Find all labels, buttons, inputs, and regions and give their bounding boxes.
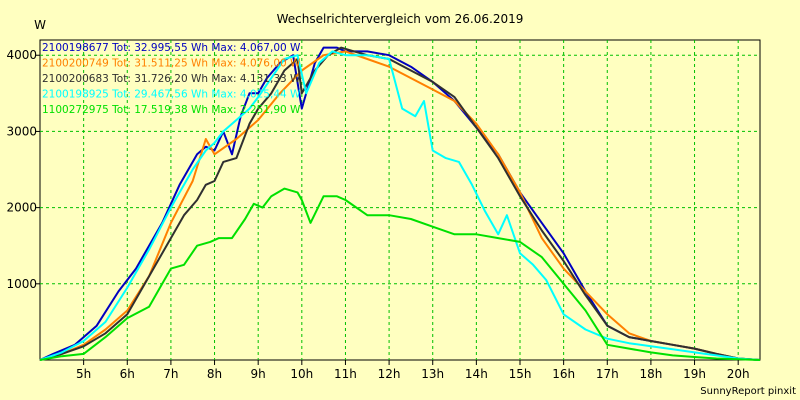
x-tick-label: 20h: [727, 367, 750, 381]
y-tick-label: 4000: [6, 48, 37, 62]
legend: 2100198677 Tot: 32.995,55 Wh Max: 4.067,…: [42, 42, 301, 116]
x-tick-label: 12h: [378, 367, 401, 381]
legend-entry-3: 2100200683 Tot: 31.726,20 Wh Max: 4.131,…: [42, 73, 301, 85]
x-tick-label: 5h: [76, 367, 91, 381]
x-tick-label: 11h: [334, 367, 357, 381]
x-tick-label: 8h: [207, 367, 222, 381]
grid-lines: [40, 40, 760, 360]
x-tick-label: 6h: [120, 367, 135, 381]
footer-credit: SunnyReport pinxit: [700, 386, 796, 397]
y-tick-label: 2000: [6, 201, 37, 215]
x-tick-label: 7h: [163, 367, 178, 381]
legend-entry-1: 2100198677 Tot: 32.995,55 Wh Max: 4.067,…: [42, 42, 301, 54]
x-tick-label: 14h: [465, 367, 488, 381]
axis-ticks: 5h 6h 7h 8h 9h 10h 11h 12h 13h 14h 15h 16h 17h 18h 19h…: [6, 48, 749, 381]
legend-entry-4: 2100198925 Tot: 29.467,56 Wh Max: 4.025,…: [42, 89, 301, 101]
legend-entry-2: 2100200749 Tot: 31.511,25 Wh Max: 4.076,…: [42, 58, 301, 70]
y-axis-unit: W: [34, 18, 46, 32]
x-tick-label: 13h: [421, 367, 444, 381]
series-lines: [39, 46, 761, 361]
x-tick-label: 18h: [639, 367, 662, 381]
y-tick-label: 1000: [6, 277, 37, 291]
x-tick-label: 9h: [251, 367, 266, 381]
x-tick-label: 19h: [683, 367, 706, 381]
chart-title: Wechselrichtervergleich vom 26.06.2019: [277, 12, 524, 26]
x-tick-label: 17h: [596, 367, 619, 381]
y-tick-label: 3000: [6, 124, 37, 138]
series-line-4: [39, 50, 761, 361]
plot-area: [39, 39, 761, 361]
legend-entry-5: 1100272975 Tot: 17.519,38 Wh Max: 2.251,…: [42, 104, 301, 116]
series-line-2: [39, 50, 761, 361]
x-tick-label: 16h: [552, 367, 575, 381]
x-tick-label: 15h: [509, 367, 532, 381]
series-line-5: [39, 187, 761, 361]
x-tick-label: 10h: [290, 367, 313, 381]
